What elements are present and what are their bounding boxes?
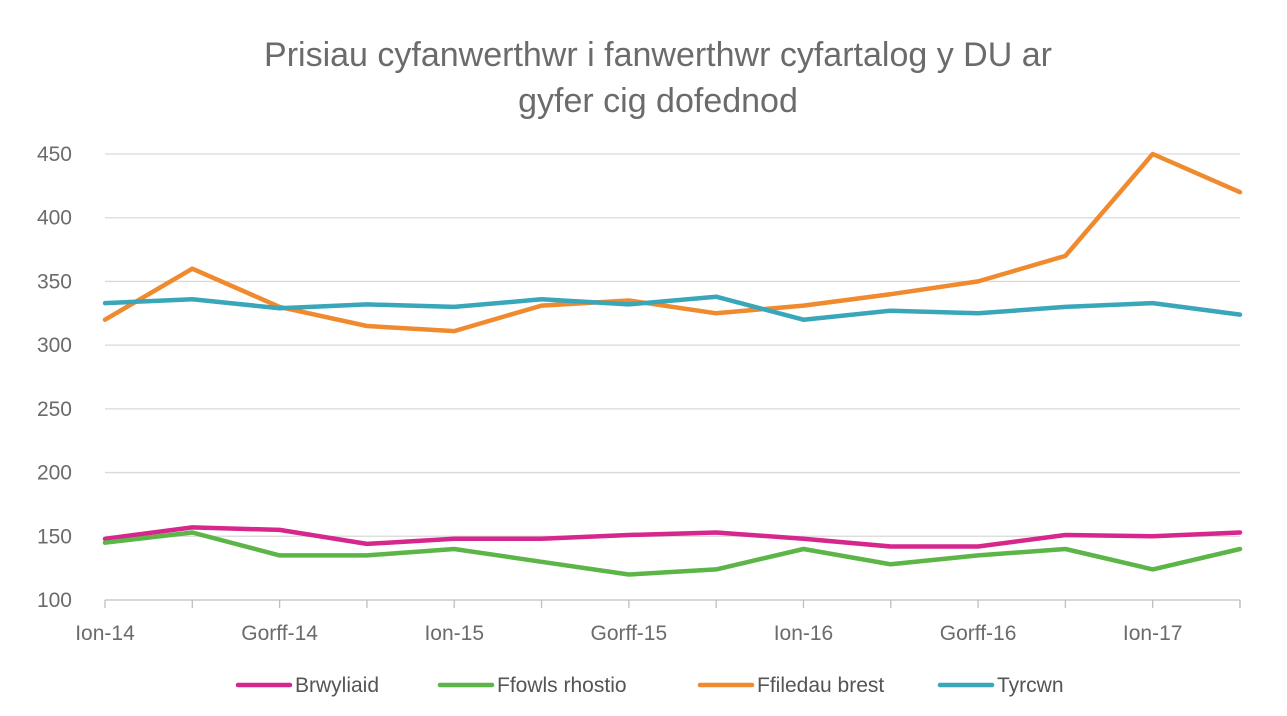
y-tick-label: 400 bbox=[37, 207, 72, 230]
series-line-ffowls-rhostio bbox=[102, 530, 1243, 577]
legend-label: Brwyliaid bbox=[295, 674, 379, 697]
legend-label: Ffowls rhostio bbox=[497, 674, 627, 697]
x-tick-label: Ion-14 bbox=[75, 622, 135, 645]
legend: Brwyliaid Ffowls rhostio Ffiledau brest Tyr… bbox=[235, 674, 1064, 697]
x-tick-label: Ion-16 bbox=[774, 622, 834, 645]
y-tick-label: 300 bbox=[37, 334, 72, 357]
legend-label: Tyrcwn bbox=[997, 674, 1064, 697]
x-tick-label: Ion-17 bbox=[1123, 622, 1183, 645]
series-line-tyrcwn bbox=[102, 294, 1243, 322]
y-tick-label: 450 bbox=[37, 143, 72, 166]
chart-title-line-2: gyfer cig dofednod bbox=[518, 82, 798, 120]
gridlines bbox=[105, 153, 1240, 537]
y-tick-label: 150 bbox=[37, 525, 72, 548]
x-tick-label: Gorff-14 bbox=[241, 622, 318, 645]
x-tick-label: Ion-15 bbox=[424, 622, 484, 645]
y-tick-label: 250 bbox=[37, 398, 72, 421]
chart-title: Prisiau cyfanwerthwr i fanwerthwr cyfart… bbox=[264, 36, 1052, 120]
x-tick-label: Gorff-15 bbox=[591, 622, 668, 645]
chart-title-line-1: Prisiau cyfanwerthwr i fanwerthwr cyfart… bbox=[264, 36, 1052, 74]
series-lines bbox=[102, 151, 1243, 577]
y-tick-label: 100 bbox=[37, 589, 72, 612]
x-tick-label: Gorff-16 bbox=[940, 622, 1017, 645]
y-tick-label: 350 bbox=[37, 270, 72, 293]
series-line-ffiledau-brest bbox=[102, 151, 1243, 334]
x-axis: Ion-14 Gorff-14 Ion-15 Gorff-15 Ion-16 Gorff-… bbox=[75, 599, 1241, 645]
y-axis: 100 150 200 250 300 350 400 450 bbox=[37, 143, 72, 612]
y-tick-label: 200 bbox=[37, 462, 72, 485]
series-line-brwyliaid bbox=[102, 525, 1243, 549]
legend-label: Ffiledau brest bbox=[757, 674, 884, 697]
